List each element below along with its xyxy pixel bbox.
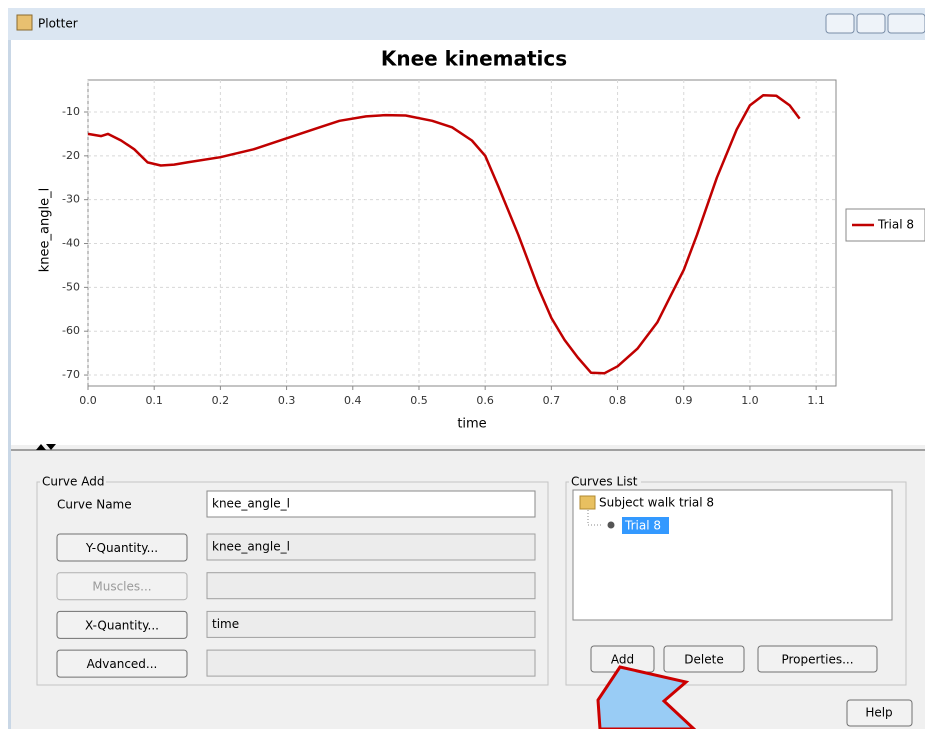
y-tick-label: -60 — [62, 324, 80, 337]
y-axis-label: knee_angle_l — [38, 188, 53, 272]
tree-node[interactable]: Subject walk trial 8 — [599, 496, 714, 510]
list-buttons: Add Delete Properties... — [591, 646, 877, 672]
x-tick-label: 1.0 — [741, 394, 759, 407]
close-button[interactable] — [888, 14, 925, 33]
app-icon — [17, 15, 32, 30]
field-text: knee_angle_l — [212, 497, 290, 511]
button-label: Muscles... — [92, 580, 151, 594]
button-label: Delete — [684, 653, 723, 667]
button[interactable]: Y-Quantity... — [57, 534, 187, 561]
field-text: time — [212, 617, 239, 631]
tree — [573, 490, 892, 620]
chart-title: Knee kinematics — [381, 47, 567, 71]
help-button[interactable]: Help — [847, 700, 912, 726]
y-tick-label: -70 — [62, 368, 80, 381]
x-tick-label: 0.1 — [145, 394, 163, 407]
x-tick-label: 0.4 — [344, 394, 362, 407]
chart: 0.0 0.1 0.2 0.3 0.4 0.5 0.6 0.7 0.8 0.9 1.0 1.1 -10 -… — [38, 47, 925, 432]
button[interactable]: X-Quantity... — [57, 611, 187, 638]
group-title: Curves List — [571, 475, 638, 489]
x-tick-label: 0.2 — [212, 394, 230, 407]
button-label: Help — [865, 706, 892, 720]
y-tick-label: -40 — [62, 237, 80, 250]
leaf-icon — [608, 522, 615, 529]
tree-leaf[interactable]: Trial 8 — [624, 519, 661, 533]
button-label: Properties... — [781, 653, 853, 667]
legend-label: Trial 8 — [877, 218, 914, 232]
text-field — [207, 611, 535, 637]
button-label: Y-Quantity... — [85, 541, 158, 555]
button[interactable]: Advanced... — [57, 650, 187, 677]
field-text: knee_angle_l — [212, 540, 290, 554]
x-tick-label: 0.8 — [609, 394, 627, 407]
x-tick-label: 0.5 — [410, 394, 428, 407]
window-border — [8, 40, 11, 729]
button-label: Advanced... — [87, 657, 158, 671]
y-tick-label: -10 — [62, 105, 80, 118]
x-tick-label: 1.1 — [807, 394, 825, 407]
y-tick-label: -20 — [62, 149, 80, 162]
x-tick-label: 0.3 — [278, 394, 296, 407]
label: Curve Name — [57, 498, 132, 512]
title-bar — [8, 8, 925, 40]
minimize-button[interactable] — [826, 14, 854, 33]
maximize-button[interactable] — [857, 14, 885, 33]
group-title: Curve Add — [42, 475, 104, 489]
button[interactable]: Properties... — [758, 646, 877, 672]
window-title: Plotter — [38, 17, 78, 31]
button: Muscles... — [57, 573, 187, 600]
x-axis-label: time — [457, 417, 486, 432]
button-label: Add — [611, 653, 634, 667]
folder-icon — [580, 496, 595, 509]
screen: Plotter 0.0 0.1 0.2 0.3 0.4 0.5 0.6 0.7 0.8 0.9 1.… — [0, 0, 925, 729]
y-tick-label: -30 — [62, 193, 80, 206]
button-label: X-Quantity... — [85, 618, 159, 632]
y-tick-label: -50 — [62, 280, 80, 293]
text-field — [207, 573, 535, 599]
x-tick-label: 0.9 — [675, 394, 693, 407]
x-tick-label: 0.6 — [476, 394, 494, 407]
text-field — [207, 650, 535, 676]
x-tick-label: 0.0 — [79, 394, 97, 407]
x-tick-label: 0.7 — [543, 394, 561, 407]
plot-area — [88, 80, 836, 386]
button[interactable]: Delete — [664, 646, 744, 672]
